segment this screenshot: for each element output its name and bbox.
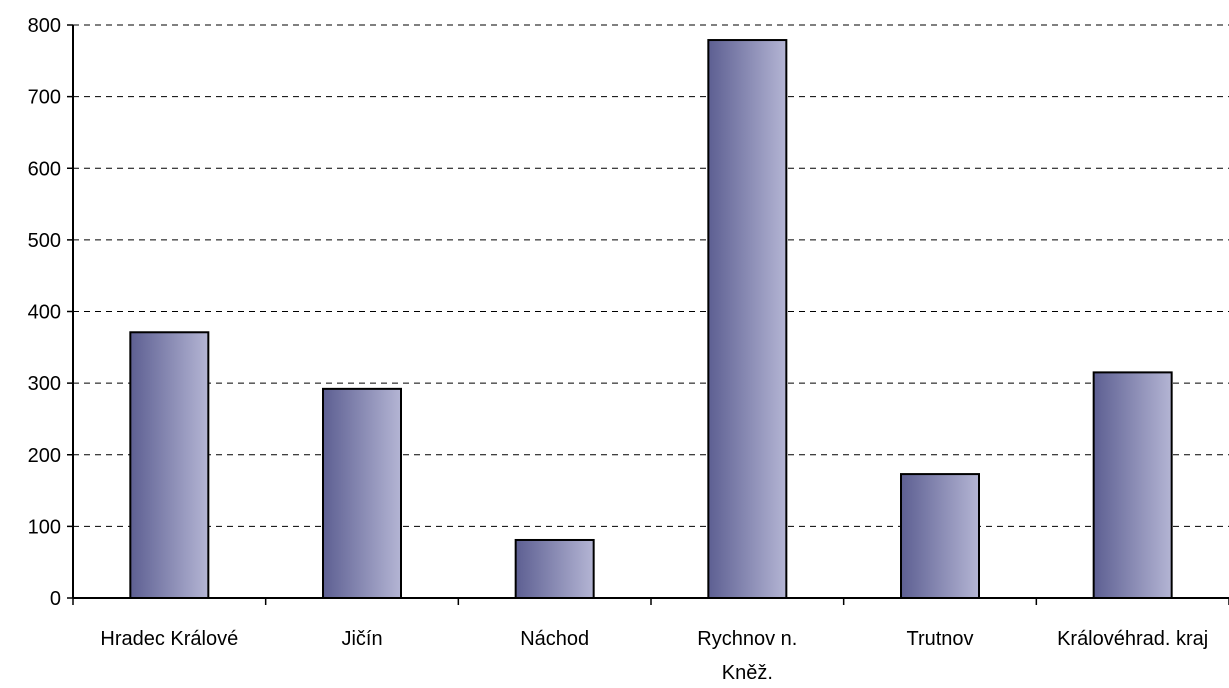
x-category-label: Rychnov n. bbox=[697, 628, 797, 650]
x-category-label: Hradec Králové bbox=[100, 628, 238, 650]
x-category-label: Kněž. bbox=[722, 662, 773, 684]
y-tick-label: 0 bbox=[50, 588, 61, 610]
x-category-label: Jičín bbox=[341, 628, 382, 650]
y-tick-label: 400 bbox=[28, 302, 61, 324]
bar bbox=[1092, 371, 1173, 599]
y-tick-label: 300 bbox=[28, 373, 61, 395]
y-tick-label: 600 bbox=[28, 158, 61, 180]
gridlines bbox=[73, 24, 1229, 527]
bar bbox=[707, 39, 788, 599]
bar bbox=[129, 331, 210, 599]
bar bbox=[514, 538, 595, 600]
y-tick-label: 800 bbox=[28, 15, 61, 37]
y-tick-label: 200 bbox=[28, 445, 61, 467]
bar bbox=[322, 387, 402, 600]
y-tick-label: 100 bbox=[28, 516, 61, 538]
bars bbox=[129, 39, 1173, 600]
x-category-label: Náchod bbox=[520, 628, 589, 650]
x-category-labels: Hradec Králové Jičín Náchod Rychnov n. Kněž.… bbox=[100, 628, 1208, 684]
y-tick-label: 500 bbox=[28, 230, 61, 252]
x-category-label: Trutnov bbox=[906, 628, 973, 650]
axes bbox=[67, 24, 1229, 605]
x-category-label: Královéhrad. kraj bbox=[1057, 628, 1208, 650]
bar bbox=[900, 473, 980, 599]
y-tick-labels: 0 100 200 300 400 500 600 700 800 bbox=[28, 15, 61, 610]
y-tick-label: 700 bbox=[28, 87, 61, 109]
